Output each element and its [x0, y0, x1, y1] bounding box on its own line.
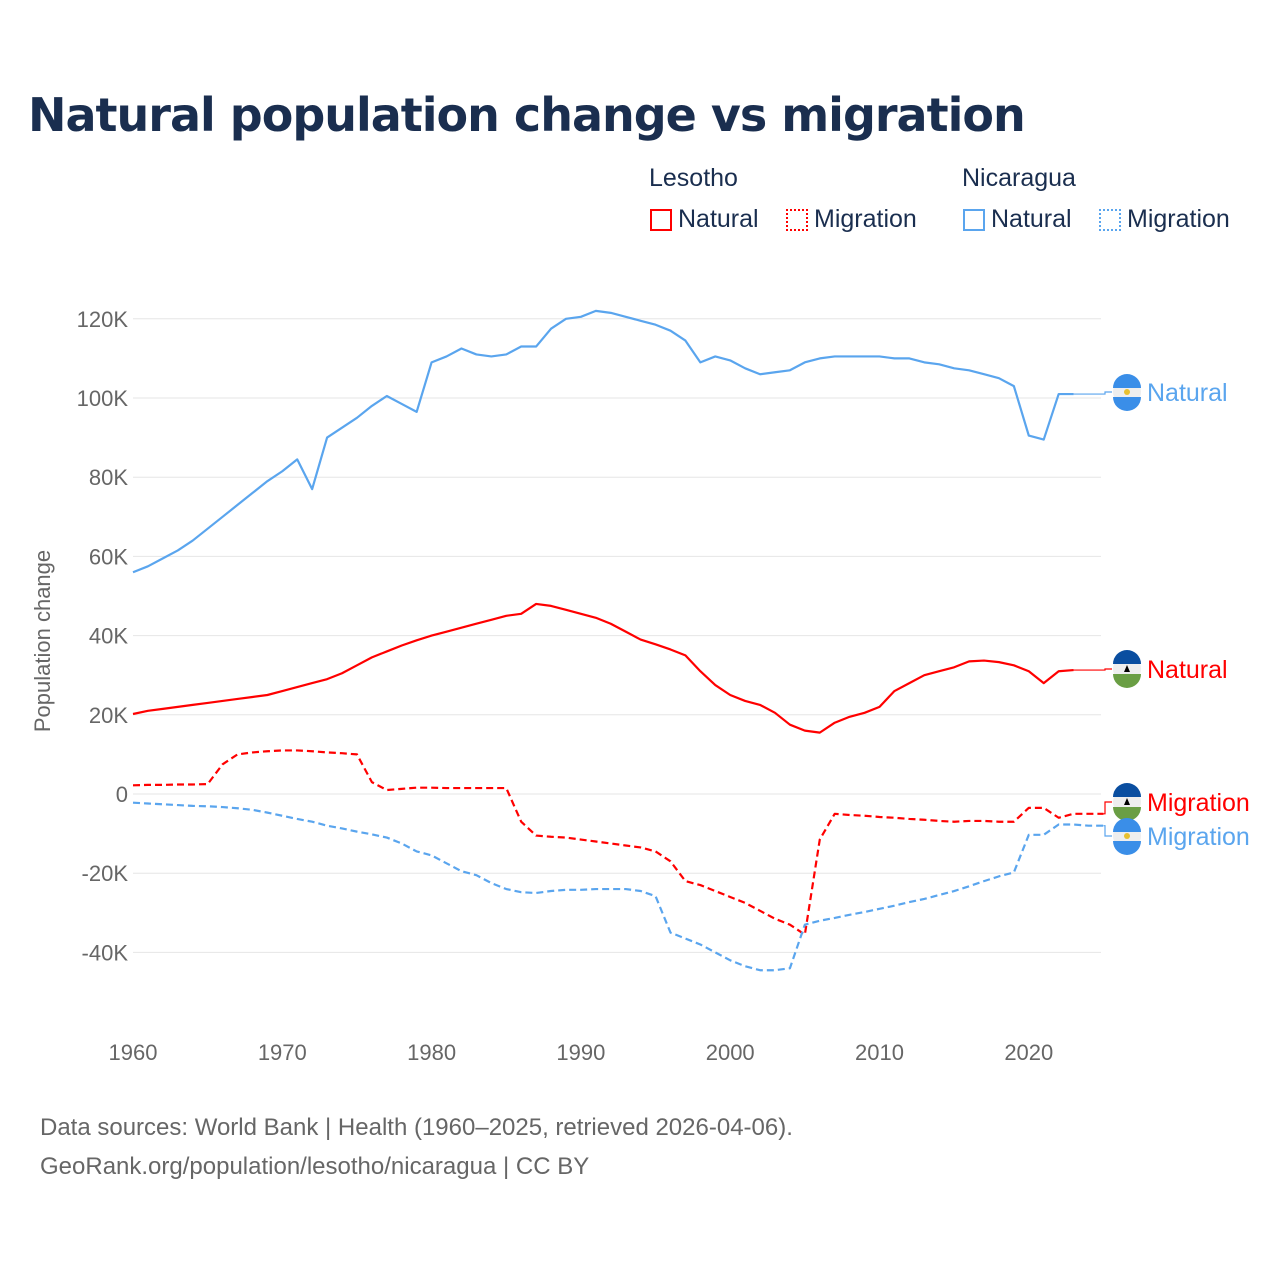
y-tick-label: -40K: [82, 940, 129, 965]
x-tick-label: 2020: [1004, 1040, 1053, 1065]
legend-label: Migration: [814, 205, 917, 233]
x-tick-label: 1990: [556, 1040, 605, 1065]
y-tick-label: 120K: [77, 307, 129, 332]
y-tick-label: 0: [116, 782, 128, 807]
x-tick-label: 1980: [407, 1040, 456, 1065]
data-source-note: Data sources: World Bank | Health (1960–…: [40, 1114, 793, 1141]
flag-emblem: [1124, 833, 1130, 839]
x-tick-label: 1970: [258, 1040, 307, 1065]
y-tick-label: -20K: [82, 861, 129, 886]
y-tick-label: 40K: [89, 624, 128, 649]
legend-label: Migration: [1127, 205, 1230, 233]
legend-group-nicaragua: Nicaragua: [962, 164, 1076, 192]
chart-title: Natural population change vs migration: [28, 88, 1026, 142]
series-line-lesotho-natural: [132, 602, 1074, 734]
y-tick-label: 80K: [89, 465, 128, 490]
flag-stripe: [1113, 674, 1141, 688]
label-connector: [1073, 391, 1112, 395]
flag-emblem: [1124, 665, 1130, 672]
legend-nicaragua-natural[interactable]: Natural: [963, 205, 1072, 234]
flag-emblem: [1124, 389, 1130, 395]
x-tick-label: 2000: [706, 1040, 755, 1065]
x-tick-label: 2010: [855, 1040, 904, 1065]
y-tick-label: 100K: [77, 386, 129, 411]
legend-lesotho-migration[interactable]: Migration: [786, 205, 917, 234]
legend-label: Natural: [991, 205, 1072, 233]
series-end-label: Migration: [1147, 789, 1250, 817]
series-line-lesotho-migration: [132, 749, 1104, 936]
y-tick-label: 20K: [89, 703, 128, 728]
series-end-label: Natural: [1147, 379, 1228, 407]
flag-stripe: [1113, 841, 1141, 855]
series-end-label: Migration: [1147, 823, 1250, 851]
legend-swatch-solid: [963, 208, 985, 231]
flag-stripe: [1113, 397, 1141, 411]
y-axis-label: Population change: [30, 550, 55, 732]
legend-swatch-dotted: [1099, 208, 1121, 231]
label-connector: [1073, 668, 1112, 671]
x-tick-label: 1960: [109, 1040, 158, 1065]
flag-stripe: [1113, 818, 1141, 832]
flag-stripe: [1113, 650, 1141, 664]
legend-lesotho-natural[interactable]: Natural: [650, 205, 759, 234]
flag-stripe: [1113, 374, 1141, 388]
series-end-label: Natural: [1147, 656, 1228, 684]
attribution-link[interactable]: GeoRank.org/population/lesotho/nicaragua…: [40, 1153, 590, 1180]
label-connector: [1103, 801, 1112, 815]
y-tick-label: 60K: [89, 544, 128, 569]
label-connector: [1103, 825, 1112, 837]
footer: Data sources: World Bank | Health (1960–…: [40, 1108, 793, 1186]
legend-group-lesotho: Lesotho: [649, 164, 738, 192]
flag-emblem: [1124, 798, 1130, 805]
flag-stripe: [1113, 807, 1141, 821]
legend-nicaragua-migration[interactable]: Migration: [1099, 205, 1230, 234]
legend-swatch-dotted: [786, 208, 808, 231]
series-line-nicaragua-natural: [132, 309, 1074, 574]
flag-stripe: [1113, 783, 1141, 797]
legend-swatch-solid: [650, 208, 672, 231]
legend-label: Natural: [678, 205, 759, 233]
series-line-nicaragua-migration: [132, 801, 1104, 972]
